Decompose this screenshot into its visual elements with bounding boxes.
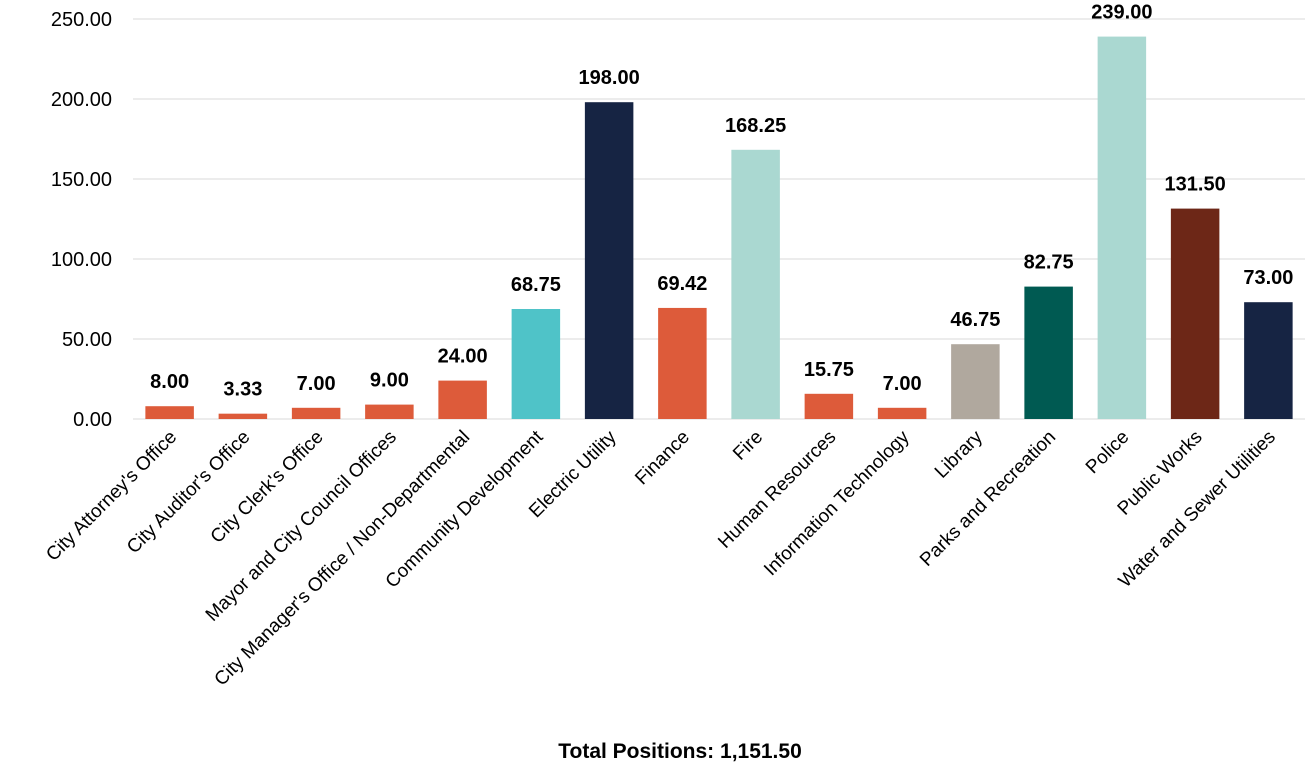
x-axis-title: Total Positions: 1,151.50 bbox=[558, 740, 802, 763]
bar bbox=[951, 344, 1000, 419]
category-label: Library bbox=[931, 426, 987, 482]
y-tick-label: 50.00 bbox=[62, 329, 112, 351]
category-label: Police bbox=[1082, 427, 1133, 478]
bar bbox=[438, 380, 487, 419]
data-label: 168.25 bbox=[725, 115, 786, 137]
category-label: Parks and Recreation bbox=[916, 427, 1060, 571]
data-label: 69.42 bbox=[657, 273, 707, 295]
data-label: 73.00 bbox=[1243, 267, 1293, 289]
bar bbox=[365, 404, 414, 419]
y-tick-label: 150.00 bbox=[51, 169, 112, 191]
data-label: 239.00 bbox=[1091, 2, 1152, 24]
data-label: 15.75 bbox=[804, 359, 854, 381]
y-tick-label: 100.00 bbox=[51, 249, 112, 271]
data-labels: 8.00 3.33 7.00 9.00 24.00 68.75 198.00 69.42 168… bbox=[150, 2, 1293, 401]
bar bbox=[658, 307, 707, 419]
data-label: 131.50 bbox=[1165, 174, 1226, 196]
category-label: City Auditor's Office bbox=[123, 427, 254, 558]
bar bbox=[145, 406, 194, 419]
data-label: 198.00 bbox=[579, 67, 640, 89]
bar bbox=[511, 309, 561, 419]
y-tick-label: 0.00 bbox=[73, 409, 112, 431]
category-label: City Attorney's Office bbox=[42, 427, 181, 566]
data-label: 3.33 bbox=[223, 379, 262, 401]
bars bbox=[145, 36, 1293, 420]
bar bbox=[1244, 302, 1293, 419]
bar bbox=[804, 393, 854, 419]
y-tick-label: 200.00 bbox=[51, 89, 112, 111]
category-label: Fire bbox=[729, 427, 767, 465]
bar bbox=[1170, 208, 1220, 419]
y-axis-tick-labels: 0.00 50.00 100.00 150.00 200.00 250.00 bbox=[51, 9, 112, 431]
bar bbox=[731, 149, 780, 420]
category-label: Water and Sewer Utilities bbox=[1115, 427, 1280, 592]
bar bbox=[877, 407, 927, 419]
data-label: 9.00 bbox=[370, 370, 409, 392]
bar bbox=[291, 407, 341, 419]
category-label: Information Technology bbox=[760, 426, 914, 580]
bar bbox=[1024, 286, 1073, 419]
bar bbox=[584, 102, 634, 419]
data-label: 24.00 bbox=[438, 346, 488, 368]
data-label: 7.00 bbox=[297, 373, 336, 395]
data-label: 82.75 bbox=[1024, 252, 1074, 274]
category-label: Community Development bbox=[382, 426, 548, 592]
data-label: 7.00 bbox=[883, 373, 922, 395]
category-label: City Manager's Office / Non-Departmental bbox=[211, 427, 475, 691]
data-label: 68.75 bbox=[511, 274, 561, 296]
data-label: 8.00 bbox=[150, 371, 189, 393]
y-tick-label: 250.00 bbox=[51, 9, 112, 31]
category-label: Finance bbox=[631, 427, 694, 490]
data-label: 46.75 bbox=[950, 309, 1000, 331]
bar bbox=[1097, 36, 1147, 419]
bar bbox=[218, 413, 268, 419]
